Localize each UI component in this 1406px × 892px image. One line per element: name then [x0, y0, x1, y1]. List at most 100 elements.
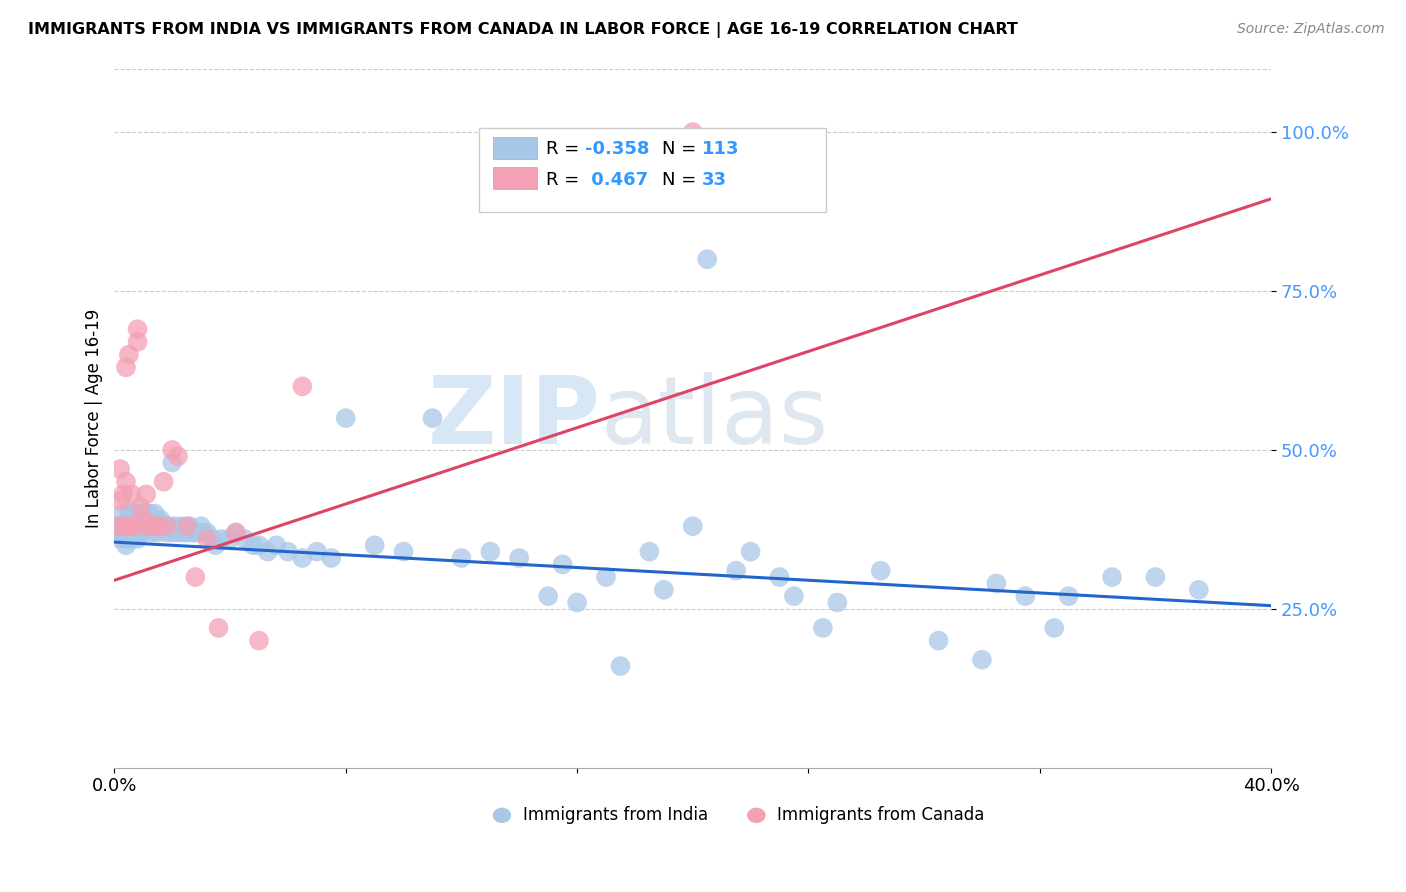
Point — [152, 519, 174, 533]
Point — [105, 519, 128, 533]
Point — [170, 519, 193, 533]
Point — [143, 519, 166, 533]
Point — [190, 519, 212, 533]
Point — [121, 525, 143, 540]
Point — [207, 621, 229, 635]
Point — [827, 595, 849, 609]
Y-axis label: In Labor Force | Age 16-19: In Labor Force | Age 16-19 — [86, 309, 103, 528]
Point — [682, 519, 704, 533]
Point — [112, 525, 135, 540]
Point — [1014, 589, 1036, 603]
Point — [696, 252, 718, 267]
Point — [135, 519, 157, 533]
Point — [783, 589, 806, 603]
Text: R =: R = — [546, 170, 585, 189]
Point — [141, 513, 163, 527]
Point — [193, 525, 215, 540]
Point — [124, 519, 146, 533]
Point — [173, 525, 195, 540]
Point — [195, 525, 218, 540]
Point — [124, 513, 146, 527]
Point — [112, 487, 135, 501]
Point — [124, 507, 146, 521]
Point — [225, 525, 247, 540]
Text: -0.358: -0.358 — [585, 140, 650, 158]
Text: Source: ZipAtlas.com: Source: ZipAtlas.com — [1237, 22, 1385, 37]
Point — [638, 544, 661, 558]
Point — [124, 525, 146, 540]
Point — [132, 513, 155, 527]
Point — [121, 519, 143, 533]
Point — [479, 544, 502, 558]
Point — [565, 595, 588, 609]
Point — [112, 519, 135, 533]
Point — [146, 513, 169, 527]
Point — [682, 125, 704, 139]
Point — [132, 507, 155, 521]
Point — [157, 519, 180, 533]
Point — [869, 564, 891, 578]
Point — [155, 519, 177, 533]
Point — [422, 411, 444, 425]
Point — [129, 525, 152, 540]
Text: ZIP: ZIP — [427, 372, 600, 464]
Point — [108, 532, 131, 546]
Point — [149, 519, 172, 533]
Point — [115, 532, 138, 546]
Point — [138, 507, 160, 521]
Point — [162, 442, 184, 457]
Point — [127, 513, 149, 527]
Point — [112, 519, 135, 533]
Point — [149, 513, 172, 527]
Point — [162, 525, 184, 540]
Point — [225, 525, 247, 540]
Point — [115, 475, 138, 489]
Point — [176, 519, 198, 533]
Text: R =: R = — [546, 140, 585, 158]
Point — [138, 519, 160, 533]
Point — [105, 519, 128, 533]
Point — [305, 544, 328, 558]
Point — [184, 525, 207, 540]
Point — [256, 544, 278, 558]
Point — [195, 532, 218, 546]
Point — [335, 411, 357, 425]
Point — [1043, 621, 1066, 635]
Point — [928, 633, 950, 648]
Point — [141, 525, 163, 540]
Point — [115, 519, 138, 533]
Point — [768, 570, 790, 584]
Point — [167, 525, 190, 540]
Point — [181, 525, 204, 540]
Point — [118, 519, 141, 533]
Point — [155, 525, 177, 540]
Point — [108, 493, 131, 508]
Point — [118, 507, 141, 521]
Point — [277, 544, 299, 558]
Point — [118, 525, 141, 540]
Point — [135, 507, 157, 521]
Point — [247, 538, 270, 552]
Point — [363, 538, 385, 552]
Point — [392, 544, 415, 558]
Point — [1188, 582, 1211, 597]
FancyBboxPatch shape — [479, 128, 825, 212]
Point — [1057, 589, 1080, 603]
Point — [247, 633, 270, 648]
Point — [508, 551, 530, 566]
Text: 33: 33 — [702, 170, 727, 189]
Point — [652, 582, 675, 597]
Ellipse shape — [747, 807, 766, 823]
Point — [537, 589, 560, 603]
Text: Immigrants from Canada: Immigrants from Canada — [778, 806, 984, 824]
Text: IMMIGRANTS FROM INDIA VS IMMIGRANTS FROM CANADA IN LABOR FORCE | AGE 16-19 CORRE: IMMIGRANTS FROM INDIA VS IMMIGRANTS FROM… — [28, 22, 1018, 38]
Point — [143, 507, 166, 521]
Text: 0.467: 0.467 — [585, 170, 648, 189]
Point — [184, 570, 207, 584]
Point — [811, 621, 834, 635]
Point — [740, 544, 762, 558]
Point — [115, 360, 138, 375]
Text: Immigrants from India: Immigrants from India — [523, 806, 707, 824]
Point — [141, 519, 163, 533]
Point — [127, 507, 149, 521]
